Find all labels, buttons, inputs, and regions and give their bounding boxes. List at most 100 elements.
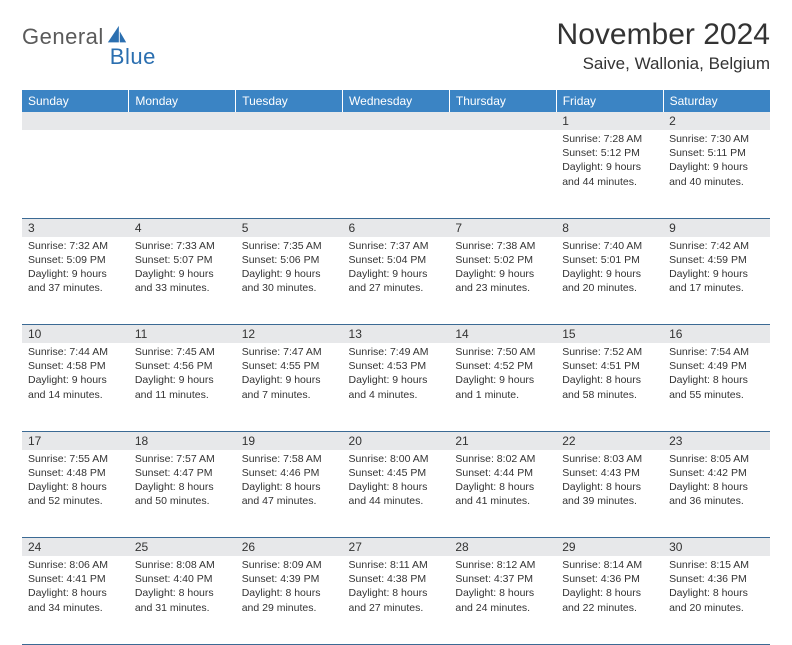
day-content-cell: Sunrise: 7:28 AMSunset: 5:12 PMDaylight:… xyxy=(556,130,663,218)
day-number-cell: 13 xyxy=(343,325,450,344)
day-number-cell: 23 xyxy=(663,431,770,450)
day-content-cell xyxy=(343,130,450,218)
cell-line-sunrise: Sunrise: 7:58 AM xyxy=(242,452,337,466)
cell-line-sunset: Sunset: 5:04 PM xyxy=(349,253,444,267)
day-number-cell: 27 xyxy=(343,538,450,557)
cell-line-sunset: Sunset: 4:46 PM xyxy=(242,466,337,480)
day-header: Wednesday xyxy=(343,90,450,112)
cell-line-sunrise: Sunrise: 7:57 AM xyxy=(135,452,230,466)
cell-line-sunrise: Sunrise: 7:42 AM xyxy=(669,239,764,253)
cell-line-day1: Daylight: 9 hours xyxy=(349,373,444,387)
day-content-cell: Sunrise: 8:14 AMSunset: 4:36 PMDaylight:… xyxy=(556,556,663,644)
cell-line-sunset: Sunset: 4:59 PM xyxy=(669,253,764,267)
day-number-row: 10111213141516 xyxy=(22,325,770,344)
cell-line-day1: Daylight: 9 hours xyxy=(669,160,764,174)
cell-line-sunrise: Sunrise: 7:32 AM xyxy=(28,239,123,253)
cell-line-day2: and 27 minutes. xyxy=(349,601,444,615)
cell-line-day2: and 58 minutes. xyxy=(562,388,657,402)
cell-line-day2: and 39 minutes. xyxy=(562,494,657,508)
cell-line-sunrise: Sunrise: 8:15 AM xyxy=(669,558,764,572)
cell-line-day1: Daylight: 8 hours xyxy=(562,480,657,494)
day-number-cell: 30 xyxy=(663,538,770,557)
day-number-cell: 17 xyxy=(22,431,129,450)
day-number-cell: 16 xyxy=(663,325,770,344)
day-content-cell xyxy=(236,130,343,218)
day-content-cell: Sunrise: 8:02 AMSunset: 4:44 PMDaylight:… xyxy=(449,450,556,538)
day-content-cell: Sunrise: 7:32 AMSunset: 5:09 PMDaylight:… xyxy=(22,237,129,325)
cell-line-sunrise: Sunrise: 7:52 AM xyxy=(562,345,657,359)
cell-line-day2: and 34 minutes. xyxy=(28,601,123,615)
cell-line-sunrise: Sunrise: 8:12 AM xyxy=(455,558,550,572)
cell-line-sunrise: Sunrise: 7:50 AM xyxy=(455,345,550,359)
day-content-cell xyxy=(129,130,236,218)
day-number-cell: 22 xyxy=(556,431,663,450)
day-content-cell: Sunrise: 7:47 AMSunset: 4:55 PMDaylight:… xyxy=(236,343,343,431)
cell-line-day1: Daylight: 9 hours xyxy=(28,267,123,281)
day-content-cell: Sunrise: 8:03 AMSunset: 4:43 PMDaylight:… xyxy=(556,450,663,538)
cell-line-sunrise: Sunrise: 7:30 AM xyxy=(669,132,764,146)
day-number-cell xyxy=(129,112,236,130)
day-number-cell: 24 xyxy=(22,538,129,557)
cell-line-sunrise: Sunrise: 8:00 AM xyxy=(349,452,444,466)
cell-line-sunset: Sunset: 4:49 PM xyxy=(669,359,764,373)
day-content-row: Sunrise: 8:06 AMSunset: 4:41 PMDaylight:… xyxy=(22,556,770,644)
cell-line-sunset: Sunset: 4:55 PM xyxy=(242,359,337,373)
cell-line-day1: Daylight: 9 hours xyxy=(455,373,550,387)
day-number-cell: 21 xyxy=(449,431,556,450)
cell-line-sunset: Sunset: 4:58 PM xyxy=(28,359,123,373)
day-content-cell: Sunrise: 7:55 AMSunset: 4:48 PMDaylight:… xyxy=(22,450,129,538)
day-number-cell: 25 xyxy=(129,538,236,557)
brand-part1: General xyxy=(22,24,104,50)
cell-line-sunset: Sunset: 4:43 PM xyxy=(562,466,657,480)
day-number-cell: 3 xyxy=(22,218,129,237)
cell-line-sunrise: Sunrise: 8:11 AM xyxy=(349,558,444,572)
cell-line-day1: Daylight: 8 hours xyxy=(562,586,657,600)
day-number-cell xyxy=(22,112,129,130)
cell-line-day2: and 22 minutes. xyxy=(562,601,657,615)
day-content-row: Sunrise: 7:55 AMSunset: 4:48 PMDaylight:… xyxy=(22,450,770,538)
cell-line-day1: Daylight: 8 hours xyxy=(669,586,764,600)
cell-line-day1: Daylight: 9 hours xyxy=(135,373,230,387)
cell-line-sunrise: Sunrise: 8:09 AM xyxy=(242,558,337,572)
cell-line-sunset: Sunset: 5:02 PM xyxy=(455,253,550,267)
cell-line-day1: Daylight: 9 hours xyxy=(669,267,764,281)
cell-line-day1: Daylight: 9 hours xyxy=(28,373,123,387)
cell-line-day1: Daylight: 9 hours xyxy=(562,267,657,281)
day-header: Tuesday xyxy=(236,90,343,112)
day-number-cell: 28 xyxy=(449,538,556,557)
day-content-cell: Sunrise: 7:38 AMSunset: 5:02 PMDaylight:… xyxy=(449,237,556,325)
day-number-cell xyxy=(236,112,343,130)
cell-line-day1: Daylight: 9 hours xyxy=(242,373,337,387)
cell-line-sunrise: Sunrise: 8:14 AM xyxy=(562,558,657,572)
cell-line-sunrise: Sunrise: 8:02 AM xyxy=(455,452,550,466)
header-row: General Blue November 2024 Saive, Wallon… xyxy=(22,18,770,74)
day-content-cell: Sunrise: 8:05 AMSunset: 4:42 PMDaylight:… xyxy=(663,450,770,538)
cell-line-day1: Daylight: 9 hours xyxy=(242,267,337,281)
cell-line-day2: and 29 minutes. xyxy=(242,601,337,615)
day-content-cell: Sunrise: 7:37 AMSunset: 5:04 PMDaylight:… xyxy=(343,237,450,325)
cell-line-day1: Daylight: 8 hours xyxy=(28,480,123,494)
cell-line-day2: and 44 minutes. xyxy=(562,175,657,189)
cell-line-sunrise: Sunrise: 7:37 AM xyxy=(349,239,444,253)
day-content-cell: Sunrise: 8:08 AMSunset: 4:40 PMDaylight:… xyxy=(129,556,236,644)
cell-line-day2: and 17 minutes. xyxy=(669,281,764,295)
day-number-cell: 12 xyxy=(236,325,343,344)
cell-line-sunset: Sunset: 5:01 PM xyxy=(562,253,657,267)
day-content-cell: Sunrise: 7:35 AMSunset: 5:06 PMDaylight:… xyxy=(236,237,343,325)
cell-line-day2: and 37 minutes. xyxy=(28,281,123,295)
day-content-row: Sunrise: 7:44 AMSunset: 4:58 PMDaylight:… xyxy=(22,343,770,431)
cell-line-sunset: Sunset: 4:56 PM xyxy=(135,359,230,373)
day-number-cell: 7 xyxy=(449,218,556,237)
day-number-cell: 10 xyxy=(22,325,129,344)
cell-line-day1: Daylight: 9 hours xyxy=(135,267,230,281)
day-content-cell: Sunrise: 7:58 AMSunset: 4:46 PMDaylight:… xyxy=(236,450,343,538)
cell-line-day2: and 20 minutes. xyxy=(562,281,657,295)
cell-line-sunrise: Sunrise: 7:49 AM xyxy=(349,345,444,359)
day-number-cell: 19 xyxy=(236,431,343,450)
day-content-cell: Sunrise: 7:50 AMSunset: 4:52 PMDaylight:… xyxy=(449,343,556,431)
cell-line-sunrise: Sunrise: 7:55 AM xyxy=(28,452,123,466)
day-content-cell: Sunrise: 8:15 AMSunset: 4:36 PMDaylight:… xyxy=(663,556,770,644)
cell-line-day1: Daylight: 8 hours xyxy=(28,586,123,600)
cell-line-day1: Daylight: 8 hours xyxy=(669,373,764,387)
cell-line-day2: and 50 minutes. xyxy=(135,494,230,508)
